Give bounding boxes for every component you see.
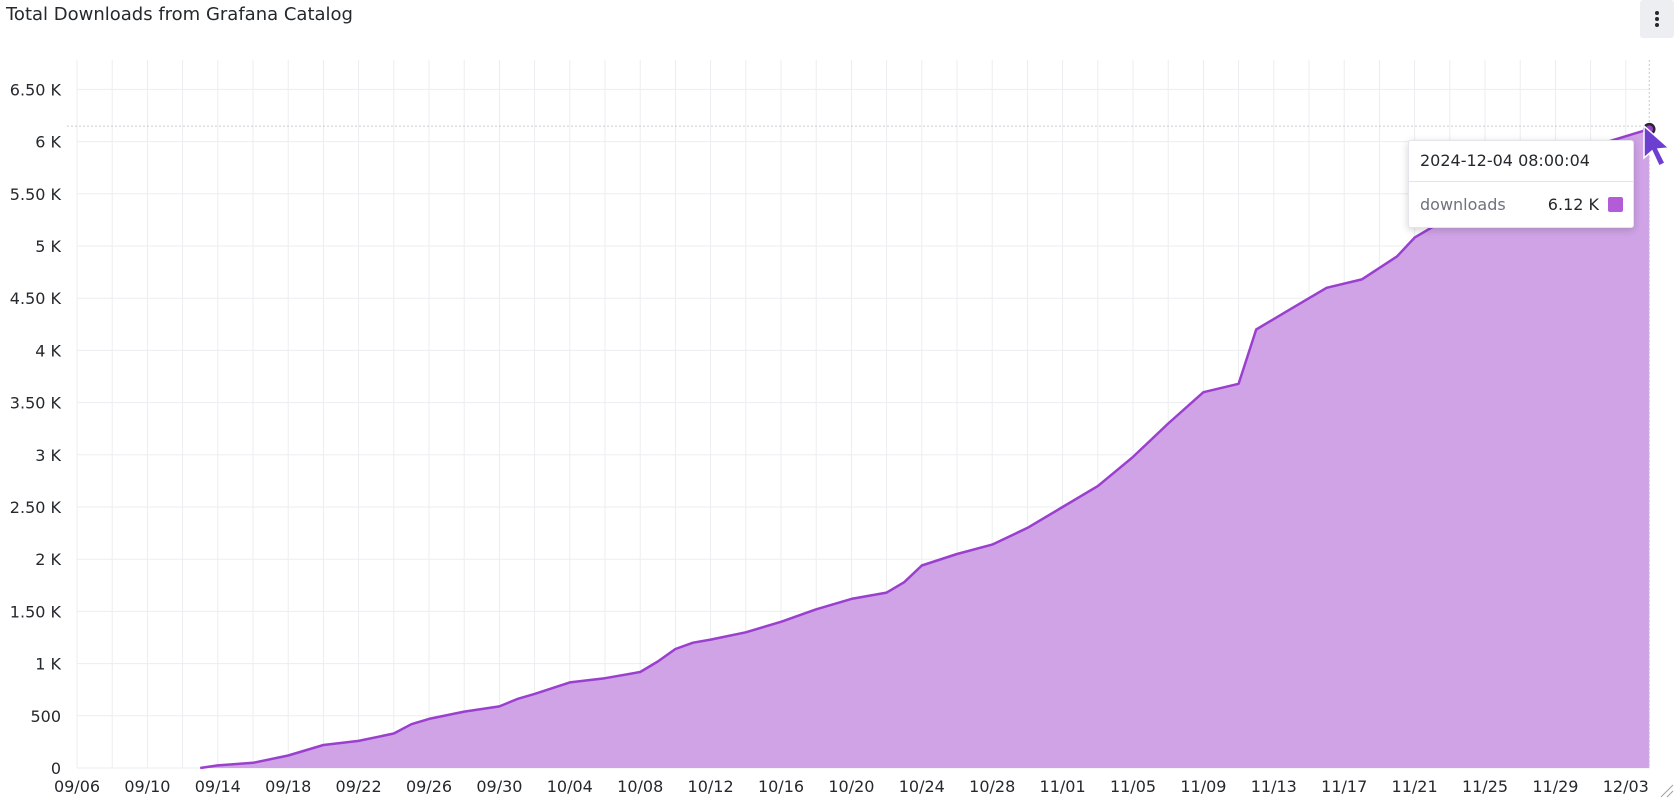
series-line: [200, 127, 1650, 770]
vertical-ellipsis-icon: [1655, 11, 1659, 27]
x-tick-label: 10/04: [547, 777, 593, 796]
y-tick-label: 3.50 K: [10, 394, 62, 413]
x-tick-label: 10/24: [899, 777, 945, 796]
x-tick-label: 10/12: [688, 777, 734, 796]
y-tick-label: 0: [51, 759, 61, 778]
y-tick-label: 500: [30, 707, 61, 726]
x-tick-label: 09/10: [124, 777, 170, 796]
panel-header: Total Downloads from Grafana Catalog: [0, 0, 1675, 40]
chart-series-area: [200, 127, 1650, 770]
x-tick-label: 09/26: [406, 777, 452, 796]
x-tick-label: 10/16: [758, 777, 804, 796]
series-area-fill: [200, 129, 1650, 769]
tooltip-series-value: 6.12 K: [1547, 195, 1599, 214]
x-tick-label: 10/20: [828, 777, 874, 796]
x-tick-label: 11/13: [1251, 777, 1297, 796]
x-tick-label: 10/08: [617, 777, 663, 796]
tooltip-timestamp: 2024-12-04 08:00:04: [1420, 151, 1590, 170]
y-tick-label: 3 K: [35, 446, 61, 465]
x-tick-label: 09/06: [54, 777, 100, 796]
y-tick-label: 5.50 K: [10, 185, 62, 204]
y-tick-label: 1.50 K: [10, 602, 62, 621]
x-tick-label: 10/28: [969, 777, 1015, 796]
x-tick-label: 12/03: [1603, 777, 1649, 796]
y-tick-label: 6.50 K: [10, 80, 62, 99]
y-tick-label: 1 K: [35, 655, 61, 674]
hover-tooltip: 2024-12-04 08:00:04 downloads 6.12 K: [1408, 140, 1634, 228]
y-axis-labels: 0 500 1 K 1.50 K 2 K 2.50 K 3 K 3.50 K 4 K 4.50 K…: [10, 80, 62, 778]
x-tick-label: 11/01: [1040, 777, 1086, 796]
tooltip-series-name: downloads: [1420, 195, 1506, 214]
x-tick-label: 11/09: [1180, 777, 1226, 796]
y-tick-label: 4 K: [35, 341, 61, 360]
y-tick-label: 2 K: [35, 550, 61, 569]
y-tick-label: 5 K: [35, 237, 61, 256]
x-tick-label: 11/05: [1110, 777, 1156, 796]
x-tick-label: 11/17: [1321, 777, 1367, 796]
tooltip-series-swatch: [1608, 197, 1623, 212]
y-tick-label: 6 K: [35, 133, 61, 152]
x-tick-label: 09/14: [195, 777, 241, 796]
x-tick-label: 11/25: [1462, 777, 1508, 796]
tooltip-divider: [1409, 181, 1633, 182]
x-axis-labels: 09/06 09/10 09/14 09/18 09/22 09/26 09/30 10/04…: [54, 777, 1649, 796]
panel-title: Total Downloads from Grafana Catalog: [6, 4, 353, 25]
x-tick-label: 11/21: [1392, 777, 1438, 796]
x-tick-label: 09/18: [265, 777, 311, 796]
panel-menu-button[interactable]: [1640, 0, 1674, 38]
x-tick-label: 11/29: [1532, 777, 1578, 796]
x-tick-label: 09/22: [336, 777, 382, 796]
mouse-pointer-icon: [1643, 124, 1671, 168]
resize-handle-icon[interactable]: [1658, 782, 1674, 798]
y-tick-label: 4.50 K: [10, 289, 62, 308]
x-tick-label: 09/30: [476, 777, 522, 796]
y-tick-label: 2.50 K: [10, 498, 62, 517]
